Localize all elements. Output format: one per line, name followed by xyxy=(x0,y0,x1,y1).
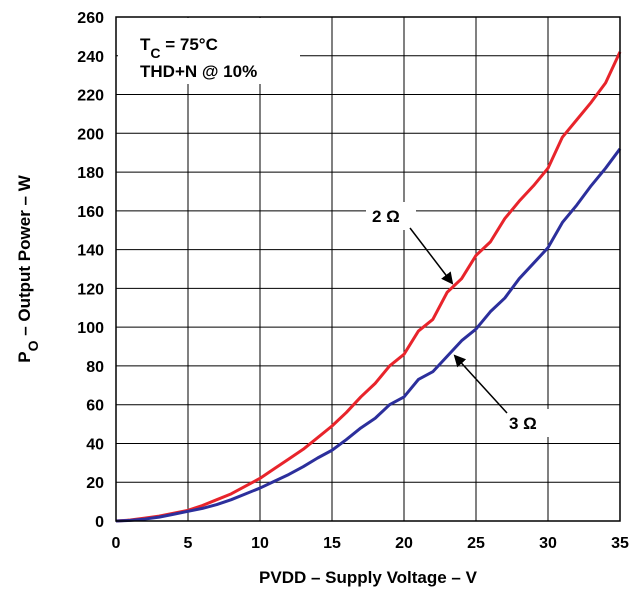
y-tick-label: 200 xyxy=(77,126,104,143)
series-lines xyxy=(115,51,622,523)
x-tick-label: 10 xyxy=(251,535,269,552)
x-axis-title: PVDD – Supply Voltage – V xyxy=(259,568,478,587)
y-axis-title: PO – Output Power – W xyxy=(15,174,41,362)
tc-annotation: TC = 75°C xyxy=(140,35,218,61)
series-line-3ohm xyxy=(115,147,622,523)
x-tick-label: 15 xyxy=(323,535,341,552)
y-tick-label: 220 xyxy=(77,88,104,105)
series-label-3ohm: 3 Ω xyxy=(509,414,537,433)
arrow-2ohm xyxy=(409,227,454,285)
y-tick-label: 180 xyxy=(77,165,104,182)
grid xyxy=(115,16,621,522)
series-line-2ohm xyxy=(115,51,622,523)
tick-labels: 0 5 10 15 20 25 30 35 0 20 40 60 80 100 120 140 160 180 20… xyxy=(77,10,629,552)
y-tick-label: 80 xyxy=(86,359,104,376)
label-3ohm-bg xyxy=(503,409,553,437)
y-tick-label: 160 xyxy=(77,204,104,221)
y-tick-label: 40 xyxy=(86,436,104,453)
x-tick-label: 20 xyxy=(395,535,413,552)
label-2ohm-bg xyxy=(366,202,416,230)
thd-annotation: THD+N @ 10% xyxy=(140,62,257,81)
plot-frame xyxy=(115,16,621,522)
x-tick-label: 35 xyxy=(611,535,629,552)
y-tick-label: 240 xyxy=(77,49,104,66)
y-tick-label: 20 xyxy=(86,475,104,492)
y-tick-label: 140 xyxy=(77,243,104,260)
y-tick-label: 120 xyxy=(77,281,104,298)
x-tick-label: 0 xyxy=(112,535,121,552)
y-tick-label: 260 xyxy=(77,10,104,27)
annotation-box xyxy=(118,18,300,84)
x-tick-label: 30 xyxy=(539,535,557,552)
series-label-2ohm: 2 Ω xyxy=(372,207,400,226)
x-tick-label: 25 xyxy=(467,535,485,552)
arrow-3ohm xyxy=(453,354,508,414)
y-tick-label: 100 xyxy=(77,320,104,337)
y-tick-label: 0 xyxy=(95,514,104,531)
x-tick-label: 5 xyxy=(184,535,193,552)
y-tick-label: 60 xyxy=(86,398,104,415)
